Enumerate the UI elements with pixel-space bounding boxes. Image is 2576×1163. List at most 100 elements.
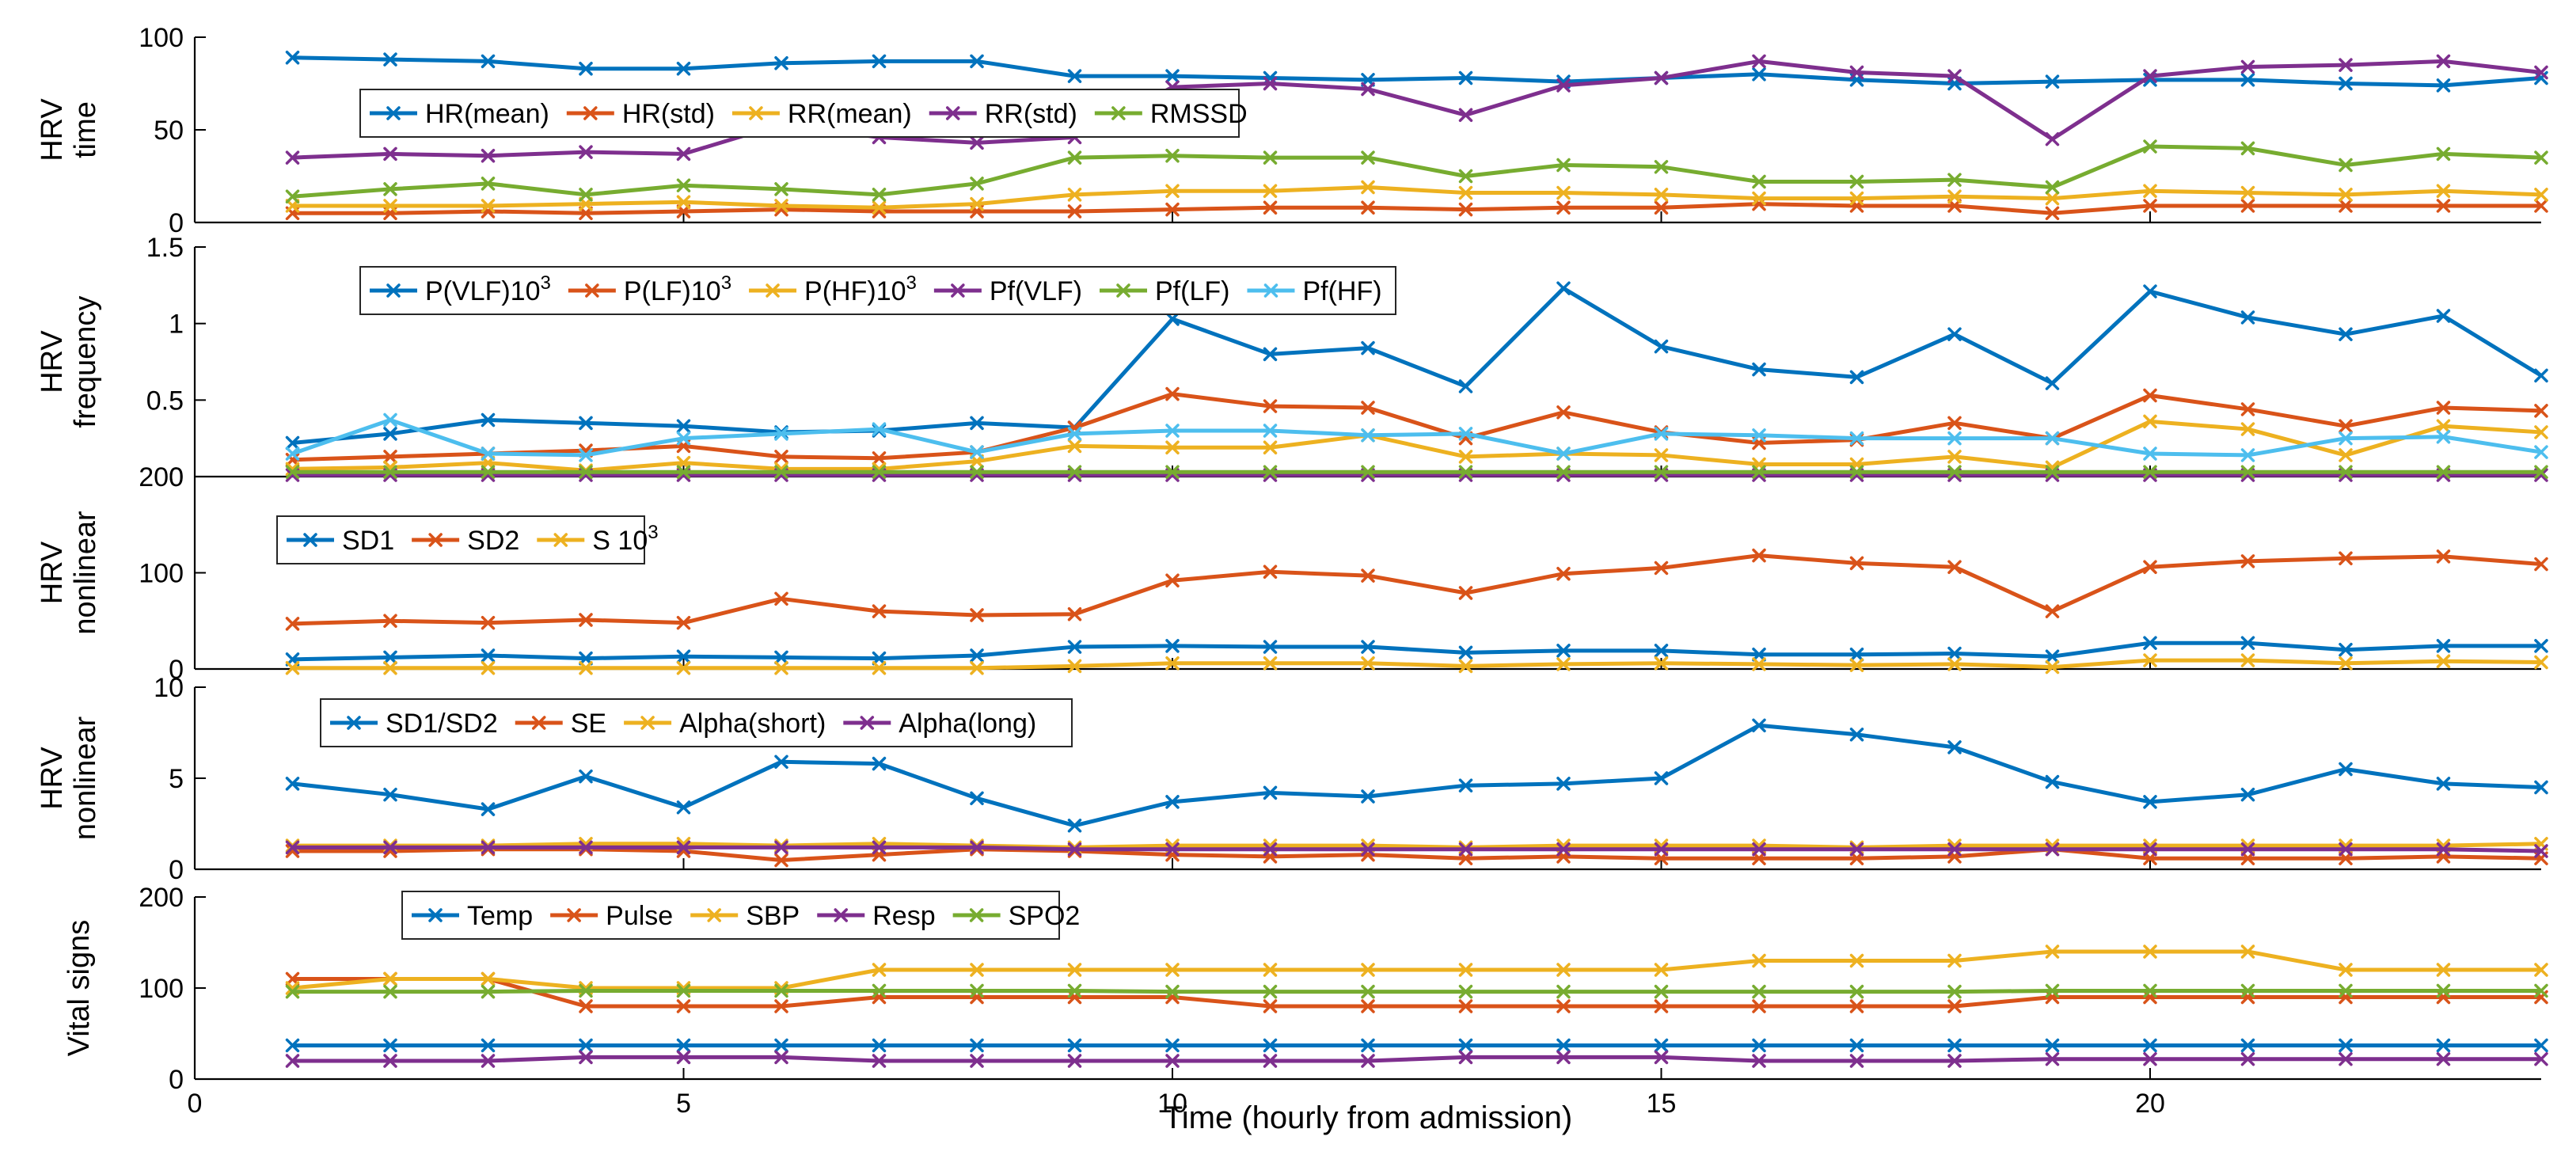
y-axis-label: frequency xyxy=(69,296,102,428)
data-point xyxy=(2339,327,2353,341)
data-point xyxy=(1947,740,1962,754)
data-point xyxy=(1165,842,1180,857)
data-point xyxy=(1752,548,1766,563)
data-point xyxy=(383,427,397,441)
y-axis-label: HRV xyxy=(36,98,69,162)
data-point xyxy=(1458,379,1473,393)
data-point xyxy=(1752,842,1766,857)
data-point xyxy=(1067,842,1082,857)
data-point xyxy=(676,62,691,76)
data-point xyxy=(676,465,691,479)
data-point xyxy=(1556,78,1571,93)
data-point xyxy=(1752,428,1766,443)
data-point xyxy=(1849,648,1864,662)
data-point xyxy=(285,50,300,65)
y-tick-label: 200 xyxy=(139,462,184,492)
data-point xyxy=(1654,448,1669,462)
data-point xyxy=(1263,440,1278,455)
legend-label: HR(mean) xyxy=(425,99,549,129)
data-point xyxy=(1556,984,1571,999)
data-point xyxy=(774,1038,788,1053)
legend: SD1/SD2 SE Alpha(short) Alpha(long) xyxy=(320,698,1073,747)
data-point xyxy=(579,465,593,479)
data-point xyxy=(1556,1038,1571,1053)
data-point xyxy=(1556,1050,1571,1065)
legend: HR(mean) HR(std) RR(mean) RR(std) RMSSD xyxy=(359,89,1248,138)
data-point xyxy=(676,1050,691,1065)
data-point xyxy=(383,840,397,855)
data-point xyxy=(872,963,887,977)
data-point xyxy=(2240,465,2255,479)
data-point xyxy=(2339,983,2353,998)
data-point xyxy=(1752,1038,1766,1053)
data-point xyxy=(2045,191,2060,206)
data-point xyxy=(1458,202,1473,217)
y-tick-label: 5 xyxy=(169,764,184,794)
data-point xyxy=(2339,58,2353,72)
data-point xyxy=(285,465,300,479)
data-point xyxy=(1849,65,1864,80)
data-point xyxy=(774,754,788,770)
y-axis-label: HRV xyxy=(36,541,69,604)
legend-label: HR(std) xyxy=(622,99,715,129)
data-point xyxy=(1361,984,1375,999)
x-tick-label: 15 xyxy=(1647,1089,1677,1119)
data-point xyxy=(872,756,887,771)
legend: P(VLF)103 P(LF)103 P(HF)103 Pf(VLF) Pf(LF) Pf… xyxy=(359,266,1396,315)
data-point xyxy=(1556,465,1571,479)
legend-entry: P(HF)103 xyxy=(749,272,917,306)
data-point xyxy=(872,188,887,202)
data-point xyxy=(481,199,496,213)
data-point xyxy=(481,648,496,663)
legend-entry: HR(std) xyxy=(566,99,715,129)
data-point xyxy=(2240,842,2255,857)
legend-label: SD1/SD2 xyxy=(386,709,498,739)
data-point xyxy=(2045,944,2060,959)
data-point xyxy=(1361,180,1375,195)
data-point xyxy=(1361,340,1375,355)
data-point xyxy=(2534,199,2548,213)
data-point xyxy=(1654,771,1669,785)
data-point xyxy=(1263,424,1278,438)
data-point xyxy=(2045,774,2060,789)
data-point xyxy=(1556,644,1571,658)
data-point xyxy=(1654,644,1669,658)
data-point xyxy=(774,427,788,441)
legend-label: SE xyxy=(571,709,606,739)
data-point xyxy=(2436,184,2451,198)
data-point xyxy=(2534,368,2548,383)
data-point xyxy=(676,983,691,998)
legend-entry: P(VLF)103 xyxy=(370,272,551,306)
data-point xyxy=(1849,1038,1864,1053)
data-point xyxy=(1263,1054,1278,1068)
series-line xyxy=(292,59,2542,160)
data-point xyxy=(2143,636,2157,650)
data-point xyxy=(2240,402,2255,416)
data-point xyxy=(1067,983,1082,998)
data-point xyxy=(2534,655,2548,670)
data-point xyxy=(2534,844,2548,858)
data-point xyxy=(2045,206,2060,221)
legend-entry: Pulse xyxy=(550,901,673,931)
data-point xyxy=(2240,1051,2255,1066)
data-point xyxy=(1361,428,1375,443)
data-point xyxy=(1458,108,1473,123)
data-point xyxy=(1361,656,1375,671)
data-point xyxy=(970,983,984,998)
data-point xyxy=(1947,173,1962,187)
data-point xyxy=(676,800,691,815)
data-point xyxy=(1361,963,1375,977)
data-point xyxy=(1849,370,1864,385)
data-point xyxy=(2534,150,2548,165)
data-point xyxy=(2240,983,2255,998)
series-SD1 xyxy=(285,636,2548,667)
legend-entry: SD2 xyxy=(412,526,519,556)
data-point xyxy=(1263,963,1278,977)
data-point xyxy=(1556,281,1571,295)
data-point xyxy=(1458,778,1473,792)
y-tick-label: 200 xyxy=(139,883,184,913)
data-point xyxy=(872,651,887,666)
data-point xyxy=(2534,1038,2548,1053)
data-point xyxy=(1263,399,1278,413)
data-point xyxy=(2240,554,2255,568)
